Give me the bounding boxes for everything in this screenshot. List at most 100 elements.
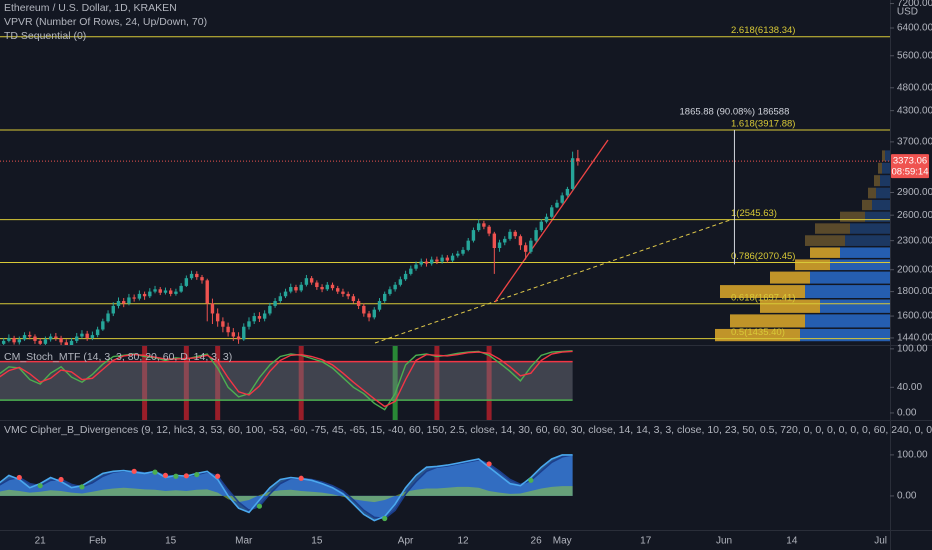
candle-body	[336, 288, 340, 292]
candle-body	[351, 296, 356, 302]
y-tick-label: 1600.00	[897, 311, 932, 322]
candle-body	[534, 230, 538, 241]
stoch-line	[0, 350, 573, 408]
candle-body	[450, 255, 455, 261]
money-flow	[0, 486, 573, 503]
candle-body	[320, 287, 324, 290]
x-tick-label: 17	[640, 536, 652, 547]
candle-body	[471, 230, 476, 241]
profile-down	[810, 247, 840, 258]
candle-body	[7, 337, 11, 341]
cross-dot	[256, 503, 263, 509]
y-tick-label: 3700.00	[897, 137, 932, 148]
candle-body	[346, 293, 350, 297]
candle-body	[168, 290, 173, 294]
cross-dot	[194, 471, 200, 478]
candle-body	[304, 278, 309, 285]
candle-body	[257, 316, 262, 319]
candle-body	[409, 268, 413, 274]
candle-body	[48, 336, 53, 340]
candle-body	[273, 301, 277, 306]
candle-body	[513, 231, 517, 237]
candle-body	[90, 335, 95, 338]
profile-up	[882, 162, 890, 174]
trend-line	[494, 139, 609, 303]
candle-body	[247, 321, 251, 327]
candle-body	[59, 337, 63, 343]
countdown-label: 08:59:14	[892, 167, 929, 178]
indicator-label: VMC Cipher_B_Divergences (9, 12, hlc3, 3…	[4, 424, 932, 436]
candle-body	[330, 284, 335, 289]
candle-body	[69, 340, 74, 345]
y-tick-label: 2900.00	[897, 187, 932, 198]
x-tick-label: Feb	[89, 536, 107, 547]
candle-body	[148, 291, 152, 297]
candle-body	[101, 321, 105, 330]
candle-body	[424, 261, 429, 264]
indicator-label: TD Sequential (0)	[4, 30, 86, 42]
cross-dot	[131, 468, 137, 474]
candle-body	[403, 273, 408, 280]
candle-body	[236, 336, 241, 340]
cross-dot	[37, 483, 43, 489]
candle-body	[383, 293, 387, 302]
candle-body	[252, 316, 256, 322]
profile-down	[730, 314, 805, 328]
y-tick-label: 1800.00	[897, 286, 932, 297]
profile-up	[830, 259, 890, 271]
signal-column	[183, 345, 189, 420]
candle-body	[28, 335, 32, 337]
last-price-box	[891, 154, 929, 179]
signal-column	[392, 345, 398, 420]
profile-up	[880, 175, 890, 187]
y-tick-label: 100.00	[897, 450, 928, 461]
candle-body	[503, 238, 507, 243]
candle-body	[184, 278, 189, 286]
candle-body	[215, 313, 220, 322]
y-tick-label: 1440.00	[897, 333, 932, 344]
y-tick-label: 2000.00	[897, 264, 932, 275]
cross-dot	[183, 473, 189, 479]
indicator-label: CM_Stoch_MTF (14, 3, 3, 80, 20, 60, D, 1…	[4, 351, 232, 363]
signal-column	[298, 345, 304, 420]
profile-up	[805, 285, 890, 299]
candle-body	[299, 284, 303, 291]
candle-body	[362, 305, 366, 314]
fib-label: 0.5(1435.40)	[731, 327, 785, 338]
profile-down	[874, 175, 880, 187]
currency-label: USD	[897, 7, 918, 18]
candle-body	[419, 261, 423, 265]
cross-dot	[215, 473, 221, 479]
cross-dot	[79, 484, 85, 490]
candle-body	[440, 257, 444, 262]
candle-body	[64, 342, 68, 345]
y-tick-label: 2300.00	[897, 235, 932, 246]
candle-body	[294, 287, 298, 291]
cross-dot	[16, 474, 22, 481]
candle-body	[414, 264, 418, 269]
candle-body	[289, 287, 293, 292]
candle-body	[1, 340, 6, 344]
candle-body	[174, 291, 178, 294]
candle-body	[393, 284, 397, 290]
candle-body	[179, 285, 183, 292]
candle-body	[461, 249, 465, 254]
x-tick-label: 26	[531, 536, 543, 547]
candle-body	[550, 207, 554, 217]
band-fill	[0, 361, 573, 401]
chart-title: Ethereum / U.S. Dollar, 1D, KRAKEN	[4, 2, 177, 14]
candle-body	[122, 301, 126, 304]
y-tick-label: 4300.00	[897, 105, 932, 116]
profile-up	[840, 247, 890, 258]
candle-body	[75, 336, 79, 341]
signal-column	[215, 345, 221, 420]
y-tick-label: 5600.00	[897, 50, 932, 61]
candle-body	[492, 233, 497, 249]
candle-body	[262, 313, 267, 319]
candle-body	[43, 339, 48, 344]
candle-body	[85, 333, 89, 338]
candle-body	[388, 289, 392, 294]
candle-body	[482, 223, 486, 227]
candle-body	[325, 284, 329, 290]
